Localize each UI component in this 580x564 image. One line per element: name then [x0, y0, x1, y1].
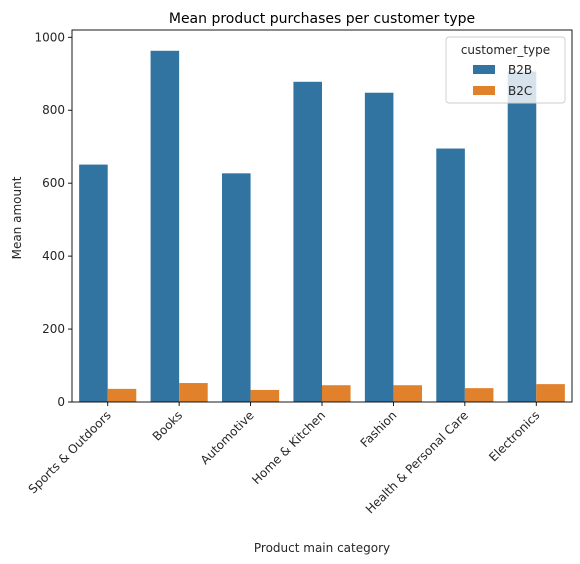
x-tick-label-4: Fashion: [358, 408, 400, 450]
x-axis-label: Product main category: [254, 541, 390, 555]
bar-b2b-1: [150, 50, 180, 402]
x-tick-label-0: Sports & Outdoors: [26, 408, 114, 496]
legend-label-b2c: B2C: [508, 84, 532, 98]
legend-swatch-b2c: [473, 86, 495, 95]
bar-b2b-3: [293, 81, 322, 402]
y-tick-label-0: 0: [57, 395, 65, 409]
legend-title: customer_type: [461, 43, 550, 57]
bar-b2c-0: [107, 388, 137, 402]
bar-b2c-2: [250, 389, 280, 402]
bar-b2b-0: [79, 164, 108, 402]
x-tick-label-6: Electronics: [486, 408, 542, 464]
y-tick-label-4: 800: [42, 103, 65, 117]
bar-b2c-5: [464, 388, 494, 402]
bar-b2b-2: [222, 173, 251, 402]
bar-b2b-5: [436, 148, 465, 402]
bar-b2c-3: [322, 385, 351, 402]
legend-swatch-b2b: [473, 65, 495, 74]
x-tick-label-1: Books: [150, 408, 185, 443]
bar-b2c-6: [536, 384, 565, 402]
plot-area: 0 200 400 600 800 1000 Sports & Outdoors Books A…: [26, 29, 573, 516]
bar-b2c-1: [179, 383, 208, 402]
chart-title: Mean product purchases per customer type: [169, 11, 475, 27]
y-axis-label: Mean amount: [10, 176, 24, 259]
bar-b2b-4: [364, 92, 394, 402]
y-tick-label-2: 400: [42, 249, 65, 263]
bar-b2c-4: [393, 385, 422, 402]
y-tick-label-1: 200: [42, 322, 65, 336]
y-tick-label-3: 600: [42, 176, 65, 190]
y-tick-label-5: 1000: [34, 30, 65, 44]
x-tick-label-3: Home & Kitchen: [249, 408, 328, 487]
bar-b2b-6: [507, 71, 537, 402]
x-tick-label-2: Automotive: [198, 408, 257, 467]
legend: customer_type B2B B2C: [445, 36, 566, 104]
legend-label-b2b: B2B: [508, 63, 532, 77]
